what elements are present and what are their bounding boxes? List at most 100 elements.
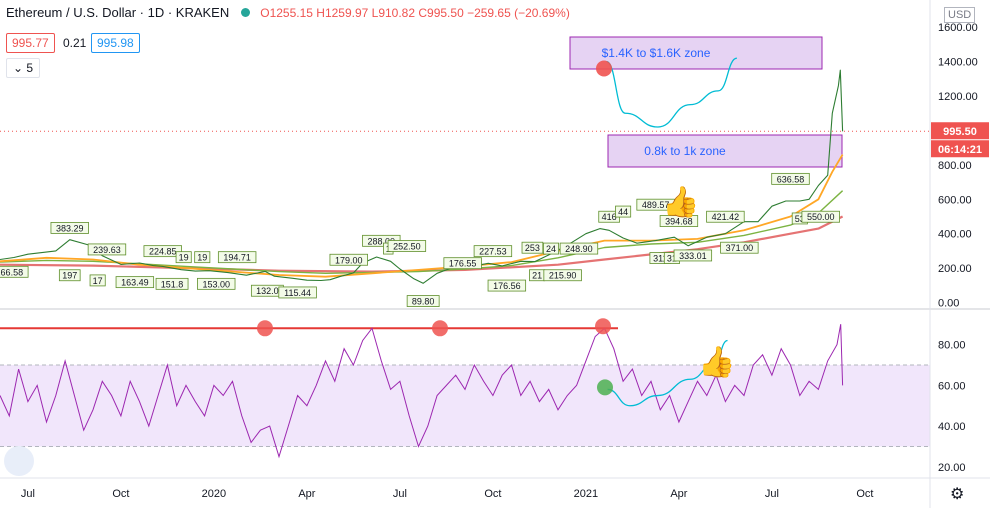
price-axis-tick: 800.00 bbox=[938, 160, 972, 172]
thumbs-up-icon: 👍 bbox=[698, 344, 735, 380]
zone-box bbox=[569, 36, 823, 70]
rsi-axis-tick: 40.00 bbox=[938, 421, 966, 433]
zone-label: 0.8k to 1k zone bbox=[644, 144, 726, 158]
price-data-label: 194.71 bbox=[223, 253, 251, 263]
price-data-label: 489.57 bbox=[642, 200, 670, 210]
price-axis-tick: 1200.00 bbox=[938, 91, 978, 103]
price-label-box bbox=[58, 269, 81, 282]
price-data-label: 394.68 bbox=[665, 217, 693, 227]
price-label-box bbox=[521, 241, 544, 254]
zone-label: $1.4K to $1.6K zone bbox=[602, 46, 711, 60]
price-label-box bbox=[659, 215, 699, 227]
price-data-label: 636.58 bbox=[777, 174, 805, 184]
rsi-marker bbox=[432, 320, 448, 337]
time-axis-tick: Jul bbox=[765, 488, 779, 500]
time-axis-tick: Apr bbox=[298, 488, 315, 500]
settings-gear-icon[interactable]: ⚙ bbox=[950, 486, 965, 503]
rsi-projection-line bbox=[607, 339, 728, 407]
price-data-label: 176.55 bbox=[449, 259, 477, 269]
price-label-box bbox=[87, 243, 127, 256]
price-label-box bbox=[720, 241, 759, 254]
price-label-box bbox=[217, 251, 257, 264]
price-data-label: 416 bbox=[602, 212, 617, 222]
price-data-label: 227.53 bbox=[479, 247, 507, 257]
countdown-text: 06:14:21 bbox=[938, 144, 982, 156]
price-label-box bbox=[197, 277, 236, 290]
last-price-text: 995.50 bbox=[943, 126, 977, 138]
price-label-box bbox=[487, 279, 527, 292]
rsi-axis-tick: 80.00 bbox=[938, 340, 966, 352]
price-label-box bbox=[115, 276, 155, 289]
price-data-label: 253 bbox=[525, 243, 540, 253]
price-data-label: 132.0 bbox=[256, 286, 279, 296]
price-label-box bbox=[543, 242, 560, 255]
price-data-label: 288.00 bbox=[368, 236, 396, 246]
price-peak-marker bbox=[596, 60, 612, 77]
time-axis-tick: Jul bbox=[21, 488, 35, 500]
price-data-label: 550.00 bbox=[807, 212, 835, 222]
currency-badge[interactable]: USD bbox=[944, 7, 976, 23]
price-label-box bbox=[636, 198, 675, 211]
price-label-box bbox=[175, 251, 192, 264]
price-data-label: 89.80 bbox=[412, 297, 435, 307]
price-data-label: 44 bbox=[618, 207, 628, 217]
price-data-label: 153.00 bbox=[202, 279, 230, 289]
price-label-box bbox=[143, 245, 182, 258]
price-data-label: 163.49 bbox=[121, 278, 149, 288]
price-data-label: 21 bbox=[532, 271, 542, 281]
chart-header: Ethereum / U.S. Dollar · 1D · KRAKEN O12… bbox=[6, 5, 570, 20]
last-price-tag bbox=[931, 122, 989, 140]
indicator-length-button[interactable]: ⌄ 5 bbox=[6, 58, 41, 78]
zone-box bbox=[607, 134, 843, 168]
time-axis-tick: Oct bbox=[112, 488, 129, 500]
price-line bbox=[0, 69, 844, 284]
price-data-label: 215.90 bbox=[549, 271, 577, 281]
price-data-label: 17 bbox=[93, 276, 103, 286]
price-label-box bbox=[406, 295, 440, 307]
price-data-label: 252.50 bbox=[393, 241, 421, 251]
price-data-label: 151.8 bbox=[161, 279, 184, 289]
price-axis-tick: 1400.00 bbox=[938, 57, 978, 69]
price-axis-tick: 0.00 bbox=[938, 298, 959, 310]
price-axis-tick: 600.00 bbox=[938, 194, 972, 206]
buy-button[interactable]: 995.98 bbox=[91, 33, 140, 53]
price-axis-tick: 1600.00 bbox=[938, 22, 978, 34]
tradingview-logo-icon[interactable] bbox=[4, 446, 34, 476]
sell-button[interactable]: 995.77 bbox=[6, 33, 55, 53]
price-data-label: 371.00 bbox=[726, 243, 754, 253]
countdown-tag bbox=[931, 140, 989, 158]
time-axis-tick: Oct bbox=[856, 488, 873, 500]
market-status-icon bbox=[241, 8, 251, 17]
ma-mid-line bbox=[0, 190, 844, 274]
price-data-label: 266.58 bbox=[0, 267, 23, 277]
price-data-label: 421.42 bbox=[712, 212, 740, 222]
price-axis-tick: 400.00 bbox=[938, 229, 972, 241]
time-axis-tick: 2021 bbox=[574, 488, 598, 500]
price-label-box bbox=[0, 265, 29, 278]
price-label-box bbox=[473, 245, 513, 258]
price-label-box bbox=[278, 286, 317, 299]
rsi-band bbox=[0, 364, 930, 447]
price-data-label: 224.85 bbox=[149, 247, 177, 257]
price-label-box bbox=[387, 240, 427, 252]
thumbs-up-icon: 👍 bbox=[662, 184, 699, 220]
rsi-axis-tick: 20.00 bbox=[938, 462, 966, 474]
price-label-box bbox=[50, 222, 89, 234]
price-label-box bbox=[155, 277, 189, 290]
price-data-label: 311 bbox=[653, 254, 667, 264]
price-label-box bbox=[706, 210, 745, 223]
price-projection-line bbox=[606, 57, 738, 128]
price-data-label: 31 bbox=[667, 254, 677, 264]
time-axis-tick: 2020 bbox=[202, 488, 226, 500]
price-label-box bbox=[771, 172, 810, 185]
price-label-box bbox=[194, 251, 211, 264]
rsi-marker bbox=[595, 318, 611, 335]
time-axis-tick: Apr bbox=[670, 488, 687, 500]
price-label-box bbox=[443, 257, 482, 270]
price-label-box bbox=[673, 249, 713, 262]
rsi-marker bbox=[597, 379, 613, 396]
time-axis-tick: Oct bbox=[484, 488, 501, 500]
symbol-title[interactable]: Ethereum / U.S. Dollar · 1D · KRAKEN bbox=[6, 5, 230, 20]
